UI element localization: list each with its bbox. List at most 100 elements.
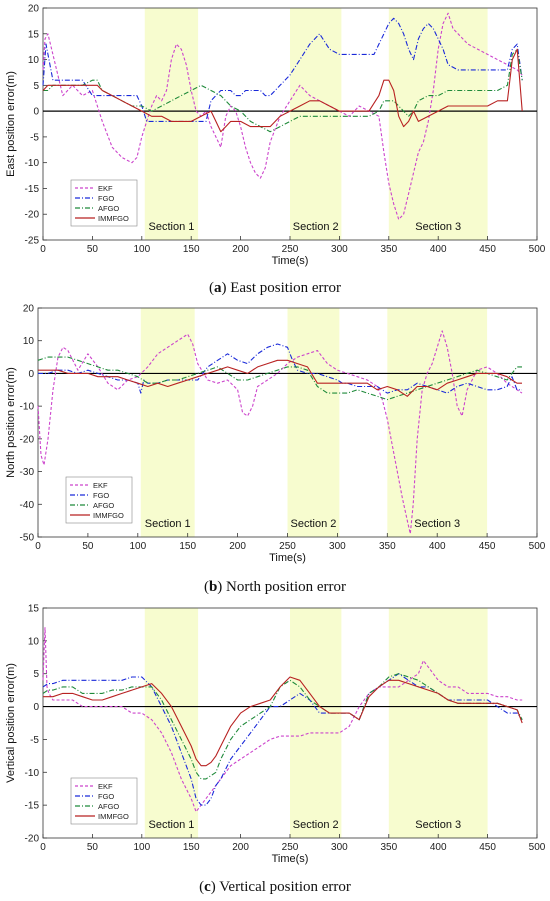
series-line-ekf (42, 12, 523, 220)
x-tick-label: 100 (133, 842, 150, 853)
x-tick-label: 200 (229, 541, 246, 552)
y-tick-label: 0 (28, 369, 34, 380)
section-label-3: Section 3 (415, 221, 461, 233)
legend-label-afgo: AFGO (93, 501, 114, 510)
legend-label-afgo: AFGO (98, 802, 119, 811)
x-tick-label: 500 (529, 244, 546, 255)
y-tick-label: -15 (25, 184, 40, 195)
section-label-2: Section 2 (291, 518, 337, 530)
x-tick-label: 500 (529, 541, 546, 552)
x-tick-label: 450 (479, 842, 496, 853)
section-band-2 (290, 608, 342, 838)
section-label-1: Section 1 (145, 518, 191, 530)
section-band-2 (290, 8, 342, 240)
chart-panel-b: 0 50 100 150 200 250 300 350 400 450 500-50-40-30-… (5, 304, 546, 596)
series-line-ekf (37, 330, 523, 535)
x-tick-label: 350 (380, 244, 397, 255)
section-label-1: Section 1 (149, 221, 195, 233)
y-tick-label: 15 (28, 604, 40, 615)
x-tick-label: 400 (430, 244, 447, 255)
legend-label-ekf: EKF (98, 782, 113, 791)
x-tick-label: 200 (232, 244, 249, 255)
legend-label-fgo: FGO (93, 491, 109, 500)
y-tick-label: 0 (33, 702, 39, 713)
x-tick-label: 50 (87, 842, 99, 853)
legend-label-afgo: AFGO (98, 204, 119, 213)
y-tick-label: 20 (28, 4, 40, 15)
x-tick-label: 0 (40, 842, 46, 853)
y-tick-label: -5 (30, 735, 39, 746)
legend-label-immfgo: IMMFGO (98, 214, 129, 223)
chart-panel-a: 0 50 100 150 200 250 300 350 400 450 500-25-20-15-… (5, 4, 546, 297)
y-tick-label: -5 (30, 132, 39, 143)
legend-label-immfgo: IMMFGO (93, 511, 124, 520)
legend-label-immfgo: IMMFGO (98, 812, 129, 821)
x-tick-label: 0 (40, 244, 46, 255)
x-tick-label: 250 (282, 244, 299, 255)
section-band-3 (388, 8, 488, 240)
y-tick-label: 15 (28, 29, 40, 40)
x-axis-label: Time(s) (272, 255, 309, 267)
x-tick-label: 150 (183, 244, 200, 255)
section-label-2: Section 2 (293, 221, 339, 233)
y-tick-label: -20 (25, 210, 40, 221)
legend-label-fgo: FGO (98, 792, 114, 801)
y-tick-label: -20 (25, 834, 40, 845)
panel-caption-text: East position error (230, 280, 341, 296)
panel-caption-text: North position error (226, 579, 346, 595)
x-tick-label: 250 (282, 842, 299, 853)
series-line-ekf (42, 627, 523, 813)
y-axis-label: East position error(m) (5, 71, 17, 177)
y-tick-label: 5 (33, 669, 39, 680)
y-tick-label: -30 (20, 467, 35, 478)
chart-panel-c: 0 50 100 150 200 250 300 350 400 450 500-20-15-10-… (5, 604, 546, 896)
x-tick-label: 400 (430, 842, 447, 853)
panel-caption: (b) North position error (204, 579, 346, 595)
section-label-1: Section 1 (149, 819, 195, 831)
x-tick-label: 50 (82, 541, 94, 552)
y-tick-label: 0 (33, 107, 39, 118)
y-tick-label: -10 (25, 158, 40, 169)
x-tick-label: 250 (279, 541, 296, 552)
section-band-1 (144, 608, 199, 838)
y-tick-label: -40 (20, 500, 35, 511)
y-tick-label: 10 (28, 636, 40, 647)
section-band-1 (144, 8, 199, 240)
section-label-3: Section 3 (415, 819, 461, 831)
y-axis-label: North position error(m) (5, 367, 17, 478)
y-tick-label: -10 (25, 768, 40, 779)
legend-label-fgo: FGO (98, 194, 114, 203)
panel-caption: (c) Vertical position error (199, 879, 351, 895)
panel-letter: a (214, 280, 222, 296)
y-tick-label: -25 (25, 236, 40, 247)
series-line-immfgo (43, 676, 523, 767)
x-tick-label: 100 (133, 244, 150, 255)
series-line-immfgo (42, 48, 523, 133)
section-band-3 (387, 308, 488, 537)
y-tick-label: 10 (28, 55, 40, 66)
x-tick-label: 450 (479, 244, 496, 255)
y-tick-label: -50 (20, 533, 35, 544)
legend-label-ekf: EKF (93, 481, 108, 490)
y-axis-label: Vertical position error(m) (5, 663, 17, 783)
x-tick-label: 300 (331, 244, 348, 255)
x-axis-label: Time(s) (269, 552, 306, 564)
x-tick-label: 200 (232, 842, 249, 853)
y-tick-label: -20 (20, 434, 35, 445)
section-band-2 (287, 308, 340, 537)
section-band-3 (388, 608, 488, 838)
section-band-1 (140, 308, 195, 537)
x-tick-label: 350 (379, 541, 396, 552)
y-tick-label: -10 (20, 402, 35, 413)
x-tick-label: 350 (380, 842, 397, 853)
panel-letter: c (204, 879, 211, 895)
x-tick-label: 100 (129, 541, 146, 552)
series-line-immfgo (38, 359, 522, 397)
x-tick-label: 0 (35, 541, 41, 552)
y-tick-label: 10 (23, 336, 35, 347)
series-line-fgo (42, 17, 523, 122)
